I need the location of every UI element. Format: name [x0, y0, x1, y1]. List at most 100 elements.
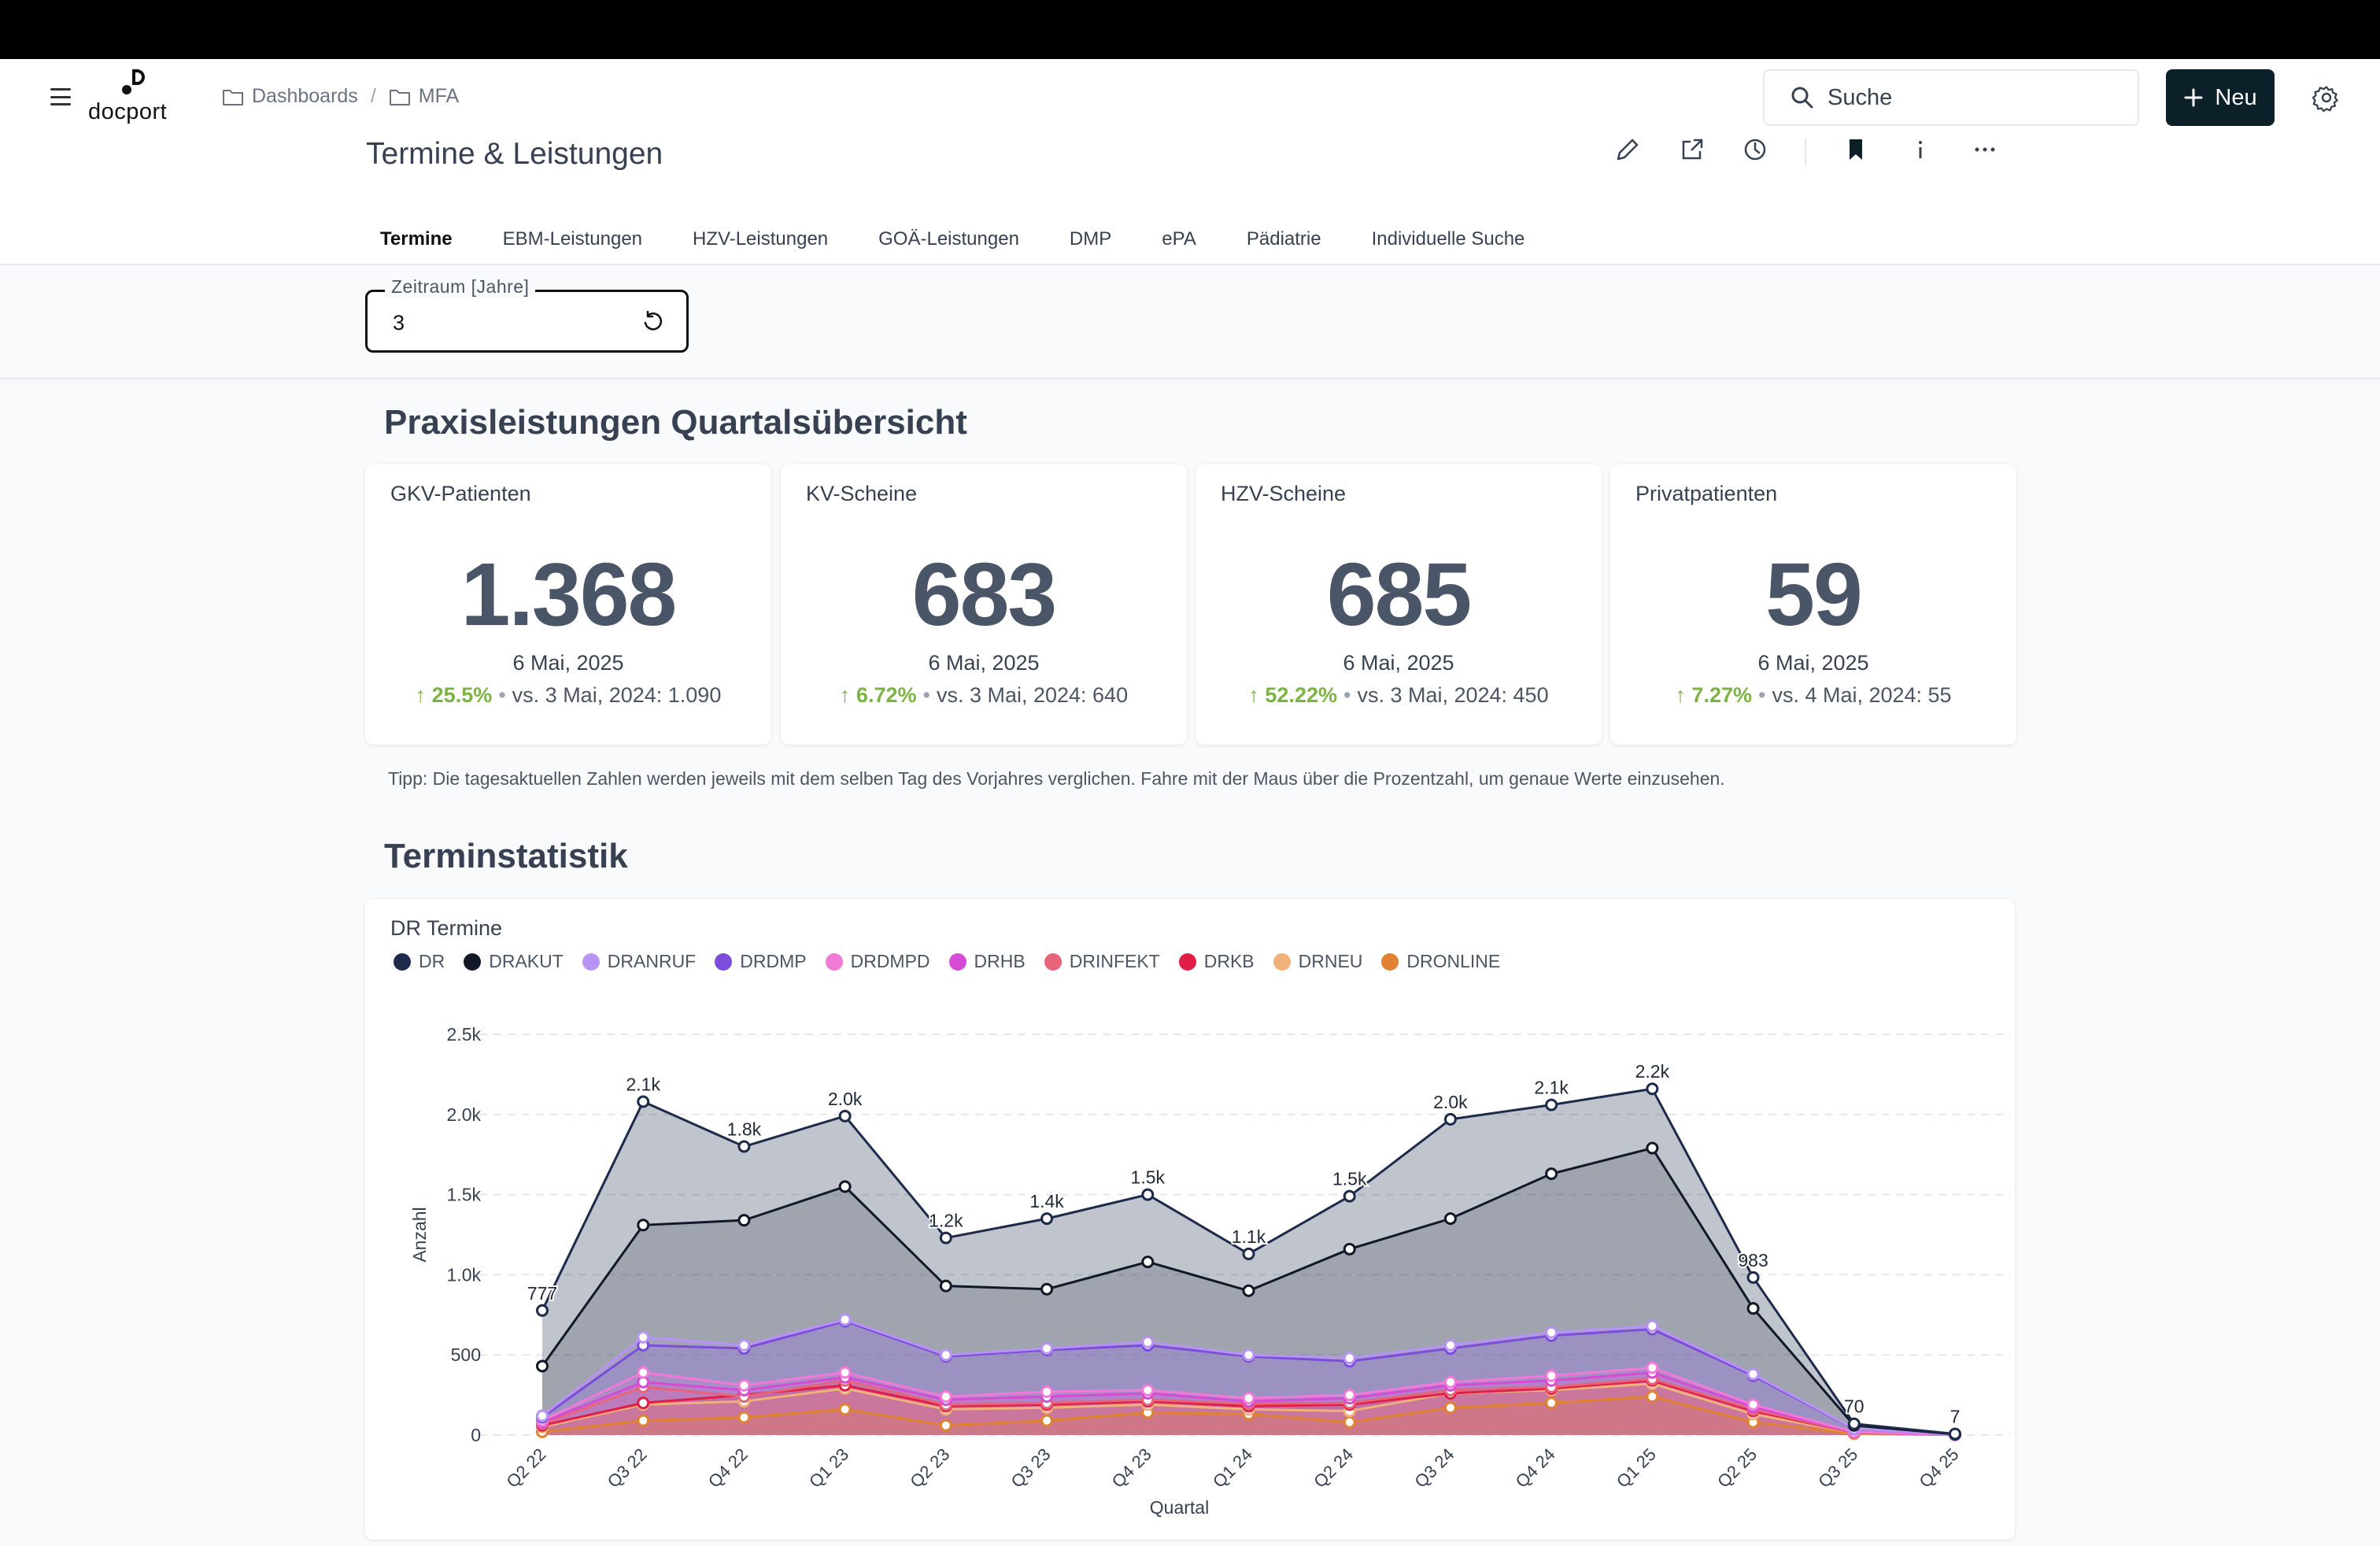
data-label: 2.0k [1433, 1092, 1468, 1112]
tab-dmp[interactable]: DMP [1069, 228, 1112, 250]
zeitraum-value[interactable]: 3 [393, 311, 405, 335]
data-label: 2.2k [1635, 1061, 1670, 1082]
x-tick-label: Q1 23 [805, 1444, 852, 1492]
tip-text: Tipp: Die tagesaktuellen Zahlen werden j… [388, 768, 1725, 789]
point-dranruf [737, 1338, 751, 1352]
point-drakut [1646, 1141, 1659, 1155]
edit-icon[interactable] [1613, 135, 1642, 164]
legend-item-dranruf[interactable]: DRANRUF [582, 951, 696, 972]
tab-ebm-leistungen[interactable]: EBM-Leistungen [502, 228, 643, 250]
tab-goae-leistungen[interactable]: GOÄ-Leistungen [878, 228, 1019, 250]
legend-label: DRDMPD [850, 951, 930, 971]
point-dranruf [838, 1313, 852, 1326]
legend-swatch [825, 952, 843, 971]
point-dr [536, 1304, 549, 1317]
point-dronline [1343, 1415, 1356, 1429]
point-drdmpd [1646, 1361, 1659, 1374]
legend-item-drneu[interactable]: DRNEU [1273, 951, 1362, 972]
tab-individuelle-suche[interactable]: Individuelle Suche [1371, 228, 1525, 250]
legend-label: DRONLINE [1406, 951, 1501, 971]
point-drakut [1343, 1242, 1356, 1256]
external-link-icon[interactable] [1678, 135, 1706, 164]
tab-paediatrie[interactable]: Pädiatrie [1246, 228, 1321, 250]
data-label: 2.1k [626, 1074, 660, 1095]
gear-icon[interactable] [2312, 83, 2341, 112]
legend-label: DRKB [1203, 951, 1255, 971]
point-drdmpd [1443, 1375, 1457, 1389]
breadcrumb: Dashboards / MFA [222, 85, 459, 108]
logo-mark-icon [122, 69, 145, 94]
kpi-percent[interactable]: 25.5% [431, 683, 493, 707]
area-drdmp [542, 1321, 1955, 1435]
more-icon[interactable] [1971, 135, 1999, 164]
legend-label: DRDMP [740, 951, 807, 971]
breadcrumb-mfa[interactable]: MFA [389, 85, 459, 108]
kpi-percent[interactable]: 7.27% [1691, 683, 1752, 707]
search-input[interactable]: Suche [1763, 69, 2139, 126]
legend-item-drakut[interactable]: DRAKUT [464, 951, 564, 972]
kpi-percent[interactable]: 6.72% [856, 683, 917, 707]
x-axis-label: Quartal [1150, 1497, 1209, 1518]
legend-item-drkb[interactable]: DRKB [1178, 951, 1255, 972]
x-tick-label: Q4 23 [1108, 1444, 1155, 1492]
breadcrumb-dashboards[interactable]: Dashboards [222, 85, 358, 108]
point-dranruf [1646, 1319, 1659, 1333]
y-tick-label: 500 [451, 1344, 481, 1365]
legend-item-dr[interactable]: DR [394, 951, 445, 972]
point-dronline [838, 1403, 852, 1416]
legend-item-drinfekt[interactable]: DRINFEKT [1044, 951, 1160, 972]
tab-termine[interactable]: Termine [365, 228, 468, 269]
y-tick-label: 2.5k [447, 1024, 482, 1045]
y-tick-label: 0 [471, 1425, 481, 1445]
legend-label: DR [419, 951, 445, 971]
point-dr [1646, 1082, 1659, 1096]
point-dranruf [1242, 1348, 1255, 1362]
data-label: 1.1k [1232, 1226, 1266, 1247]
legend-swatch [948, 952, 966, 971]
dot-separator: • [498, 683, 506, 707]
legend-swatch [1273, 952, 1291, 971]
breadcrumb-separator: / [370, 85, 376, 107]
bookmark-icon[interactable] [1842, 135, 1870, 164]
kpi-date: 6 Mai, 2025 [1757, 651, 1869, 675]
info-icon[interactable] [1906, 135, 1935, 164]
menu-icon[interactable] [50, 88, 71, 105]
x-tick-label: Q2 25 [1713, 1444, 1761, 1492]
new-button[interactable]: Neu [2166, 69, 2275, 126]
point-drdmpd [1141, 1383, 1155, 1396]
legend-label: DRHB [974, 951, 1026, 971]
legend-item-drhb[interactable]: DRHB [948, 951, 1026, 972]
x-tick-label: Q2 22 [502, 1444, 549, 1492]
data-label: 983 [1738, 1250, 1768, 1270]
kpi-date: 6 Mai, 2025 [512, 651, 624, 675]
point-drdmpd [1040, 1385, 1054, 1399]
legend-label: DRINFEKT [1069, 951, 1160, 971]
logo[interactable]: docport [88, 69, 175, 124]
point-dronline [1646, 1390, 1659, 1404]
arrow-up-icon: ↑ [839, 683, 851, 707]
point-drakut [1746, 1302, 1760, 1315]
point-dronline [637, 1414, 650, 1427]
legend-item-drdmpd[interactable]: DRDMPD [825, 951, 930, 972]
arrow-up-icon: ↑ [1248, 683, 1259, 707]
tab-bar: Termine EBM-Leistungen HZV-Leistungen GO… [365, 228, 1575, 269]
tab-epa[interactable]: ePA [1162, 228, 1196, 250]
point-dronline [1443, 1401, 1457, 1415]
kpi-date: 6 Mai, 2025 [1343, 651, 1454, 675]
x-tick-label: Q2 23 [906, 1444, 953, 1492]
legend-item-drdmp[interactable]: DRDMP [715, 951, 807, 972]
point-dranruf [1141, 1335, 1155, 1348]
kpi-change: ↑ 7.27% • vs. 4 Mai, 2024: 55 [1610, 683, 2016, 708]
data-label: 1.4k [1029, 1191, 1064, 1211]
kpi-title: GKV-Patienten [390, 482, 531, 505]
new-button-label: Neu [2215, 84, 2257, 110]
point-drdmpd [737, 1378, 751, 1392]
kpi-percent[interactable]: 52.22% [1265, 683, 1337, 707]
reset-icon[interactable] [641, 309, 666, 335]
history-icon[interactable] [1741, 135, 1769, 164]
tab-hzv-leistungen[interactable]: HZV-Leistungen [693, 228, 829, 250]
kpi-change: ↑ 6.72% • vs. 3 Mai, 2024: 640 [781, 683, 1187, 708]
legend-item-dronline[interactable]: DRONLINE [1381, 951, 1500, 972]
arrow-up-icon: ↑ [1675, 683, 1686, 707]
zeitraum-field[interactable]: Zeitraum [Jahre] 3 [365, 276, 689, 353]
